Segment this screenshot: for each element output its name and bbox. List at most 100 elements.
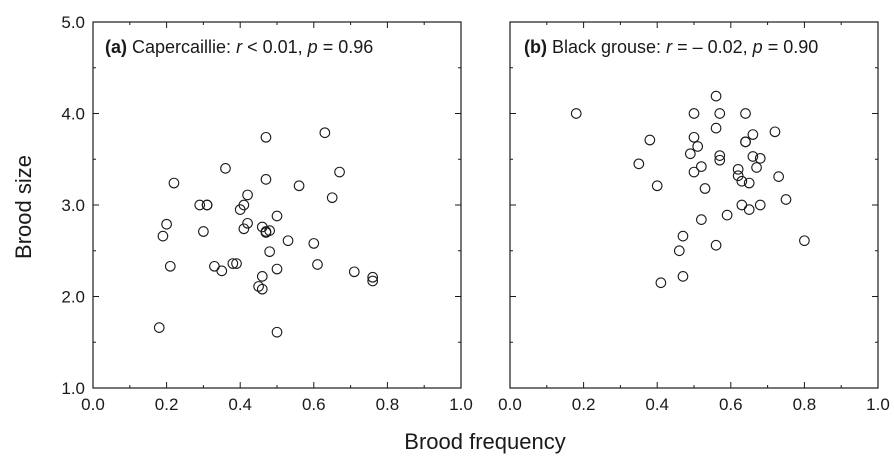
data-point <box>253 281 264 292</box>
data-point <box>227 258 239 269</box>
data-point <box>714 108 726 119</box>
x-tick-label: 0.0 <box>498 395 522 414</box>
panel-a-r-value: < 0.01, <box>247 37 303 57</box>
data-point <box>271 263 283 275</box>
data-point <box>256 283 268 295</box>
data-point <box>743 177 755 189</box>
data-point <box>696 214 707 225</box>
data-point <box>740 108 751 119</box>
data-point <box>216 265 228 277</box>
data-point <box>692 141 704 152</box>
data-point <box>696 161 707 172</box>
data-point <box>238 199 250 211</box>
data-point <box>198 226 209 237</box>
data-point <box>721 209 733 221</box>
data-point <box>743 204 755 215</box>
panel-b-species: Black grouse: <box>552 37 661 57</box>
panel-b-title: (b) Black grouse: r = – 0.02, p = 0.90 <box>524 37 818 57</box>
data-point <box>209 260 220 272</box>
data-point <box>260 226 272 237</box>
x-tick-label: 0.8 <box>793 395 817 414</box>
data-point <box>168 177 180 189</box>
data-point <box>231 258 242 269</box>
panel-a-frame <box>92 21 462 389</box>
data-point <box>799 235 810 247</box>
data-point <box>710 90 722 102</box>
data-point <box>570 108 582 119</box>
x-tick-label: 0.6 <box>719 395 743 414</box>
data-point <box>367 271 379 283</box>
data-point <box>194 199 206 211</box>
data-point <box>271 210 283 222</box>
data-point <box>747 129 759 140</box>
data-point <box>710 122 722 134</box>
data-point <box>319 127 331 139</box>
x-tick-label: 1.0 <box>866 395 890 414</box>
x-tick-label: 1.0 <box>449 395 473 414</box>
data-point <box>242 217 253 229</box>
data-point <box>651 180 663 192</box>
data-point <box>773 171 784 182</box>
x-tick-label: 0.8 <box>376 395 400 414</box>
data-point <box>334 166 345 178</box>
data-point <box>780 194 792 205</box>
data-point <box>260 174 272 185</box>
panel-a-p-symbol: p <box>307 37 318 57</box>
data-point <box>732 170 744 182</box>
data-point <box>238 223 250 235</box>
x-tick-label: 0.0 <box>81 395 105 414</box>
data-point <box>699 183 711 194</box>
data-point <box>747 151 759 162</box>
data-point <box>633 158 645 170</box>
x-tick-label: 0.2 <box>155 395 179 414</box>
data-point <box>282 235 294 247</box>
data-point <box>242 189 253 201</box>
data-point <box>348 266 360 278</box>
data-point <box>264 225 275 236</box>
data-point <box>644 134 656 146</box>
data-point <box>655 277 667 289</box>
data-point <box>769 126 781 138</box>
panel-b-p-symbol: p <box>752 37 763 57</box>
data-point <box>677 271 689 282</box>
data-point <box>220 163 231 174</box>
data-point <box>710 239 722 251</box>
panel-b-p-value: = 0.90 <box>768 37 819 57</box>
panel-a-label: (a) <box>105 37 127 57</box>
data-point <box>736 175 748 187</box>
panel-b-r-value: = – 0.02, <box>677 37 748 57</box>
data-point <box>688 166 700 178</box>
data-point <box>688 108 700 119</box>
data-point <box>153 322 165 333</box>
data-point <box>754 152 766 164</box>
data-point <box>740 136 751 148</box>
x-tick-label: 0.4 <box>228 395 252 414</box>
data-point <box>714 154 726 166</box>
data-point <box>688 131 700 143</box>
y-tick-label: 2.0 <box>61 288 85 307</box>
panel-a-p-value: = 0.96 <box>323 37 374 57</box>
y-tick-label: 3.0 <box>61 196 85 215</box>
data-point <box>326 192 338 204</box>
panel-a-title: (a) Capercaillie: r < 0.01, p = 0.96 <box>105 37 373 57</box>
data-point <box>161 218 172 230</box>
data-point <box>264 246 275 258</box>
data-point <box>201 199 213 211</box>
x-axis-title: Brood frequency <box>404 429 565 454</box>
data-point <box>256 271 268 282</box>
panel-b-label: (b) <box>524 37 547 57</box>
data-point <box>673 245 685 257</box>
x-tick-label: 0.6 <box>302 395 326 414</box>
data-point <box>260 131 272 143</box>
panel-b-r-symbol: r <box>666 37 673 57</box>
data-point <box>164 260 176 272</box>
data-point <box>157 230 169 242</box>
data-point <box>732 163 744 175</box>
panel-b: (b) Black grouse: r = – 0.02, p = 0.90 0… <box>498 21 890 414</box>
data-point <box>684 148 696 160</box>
data-point <box>312 259 323 270</box>
panel-b-frame <box>509 21 879 389</box>
x-tick-label: 0.2 <box>572 395 596 414</box>
data-point <box>736 199 748 211</box>
